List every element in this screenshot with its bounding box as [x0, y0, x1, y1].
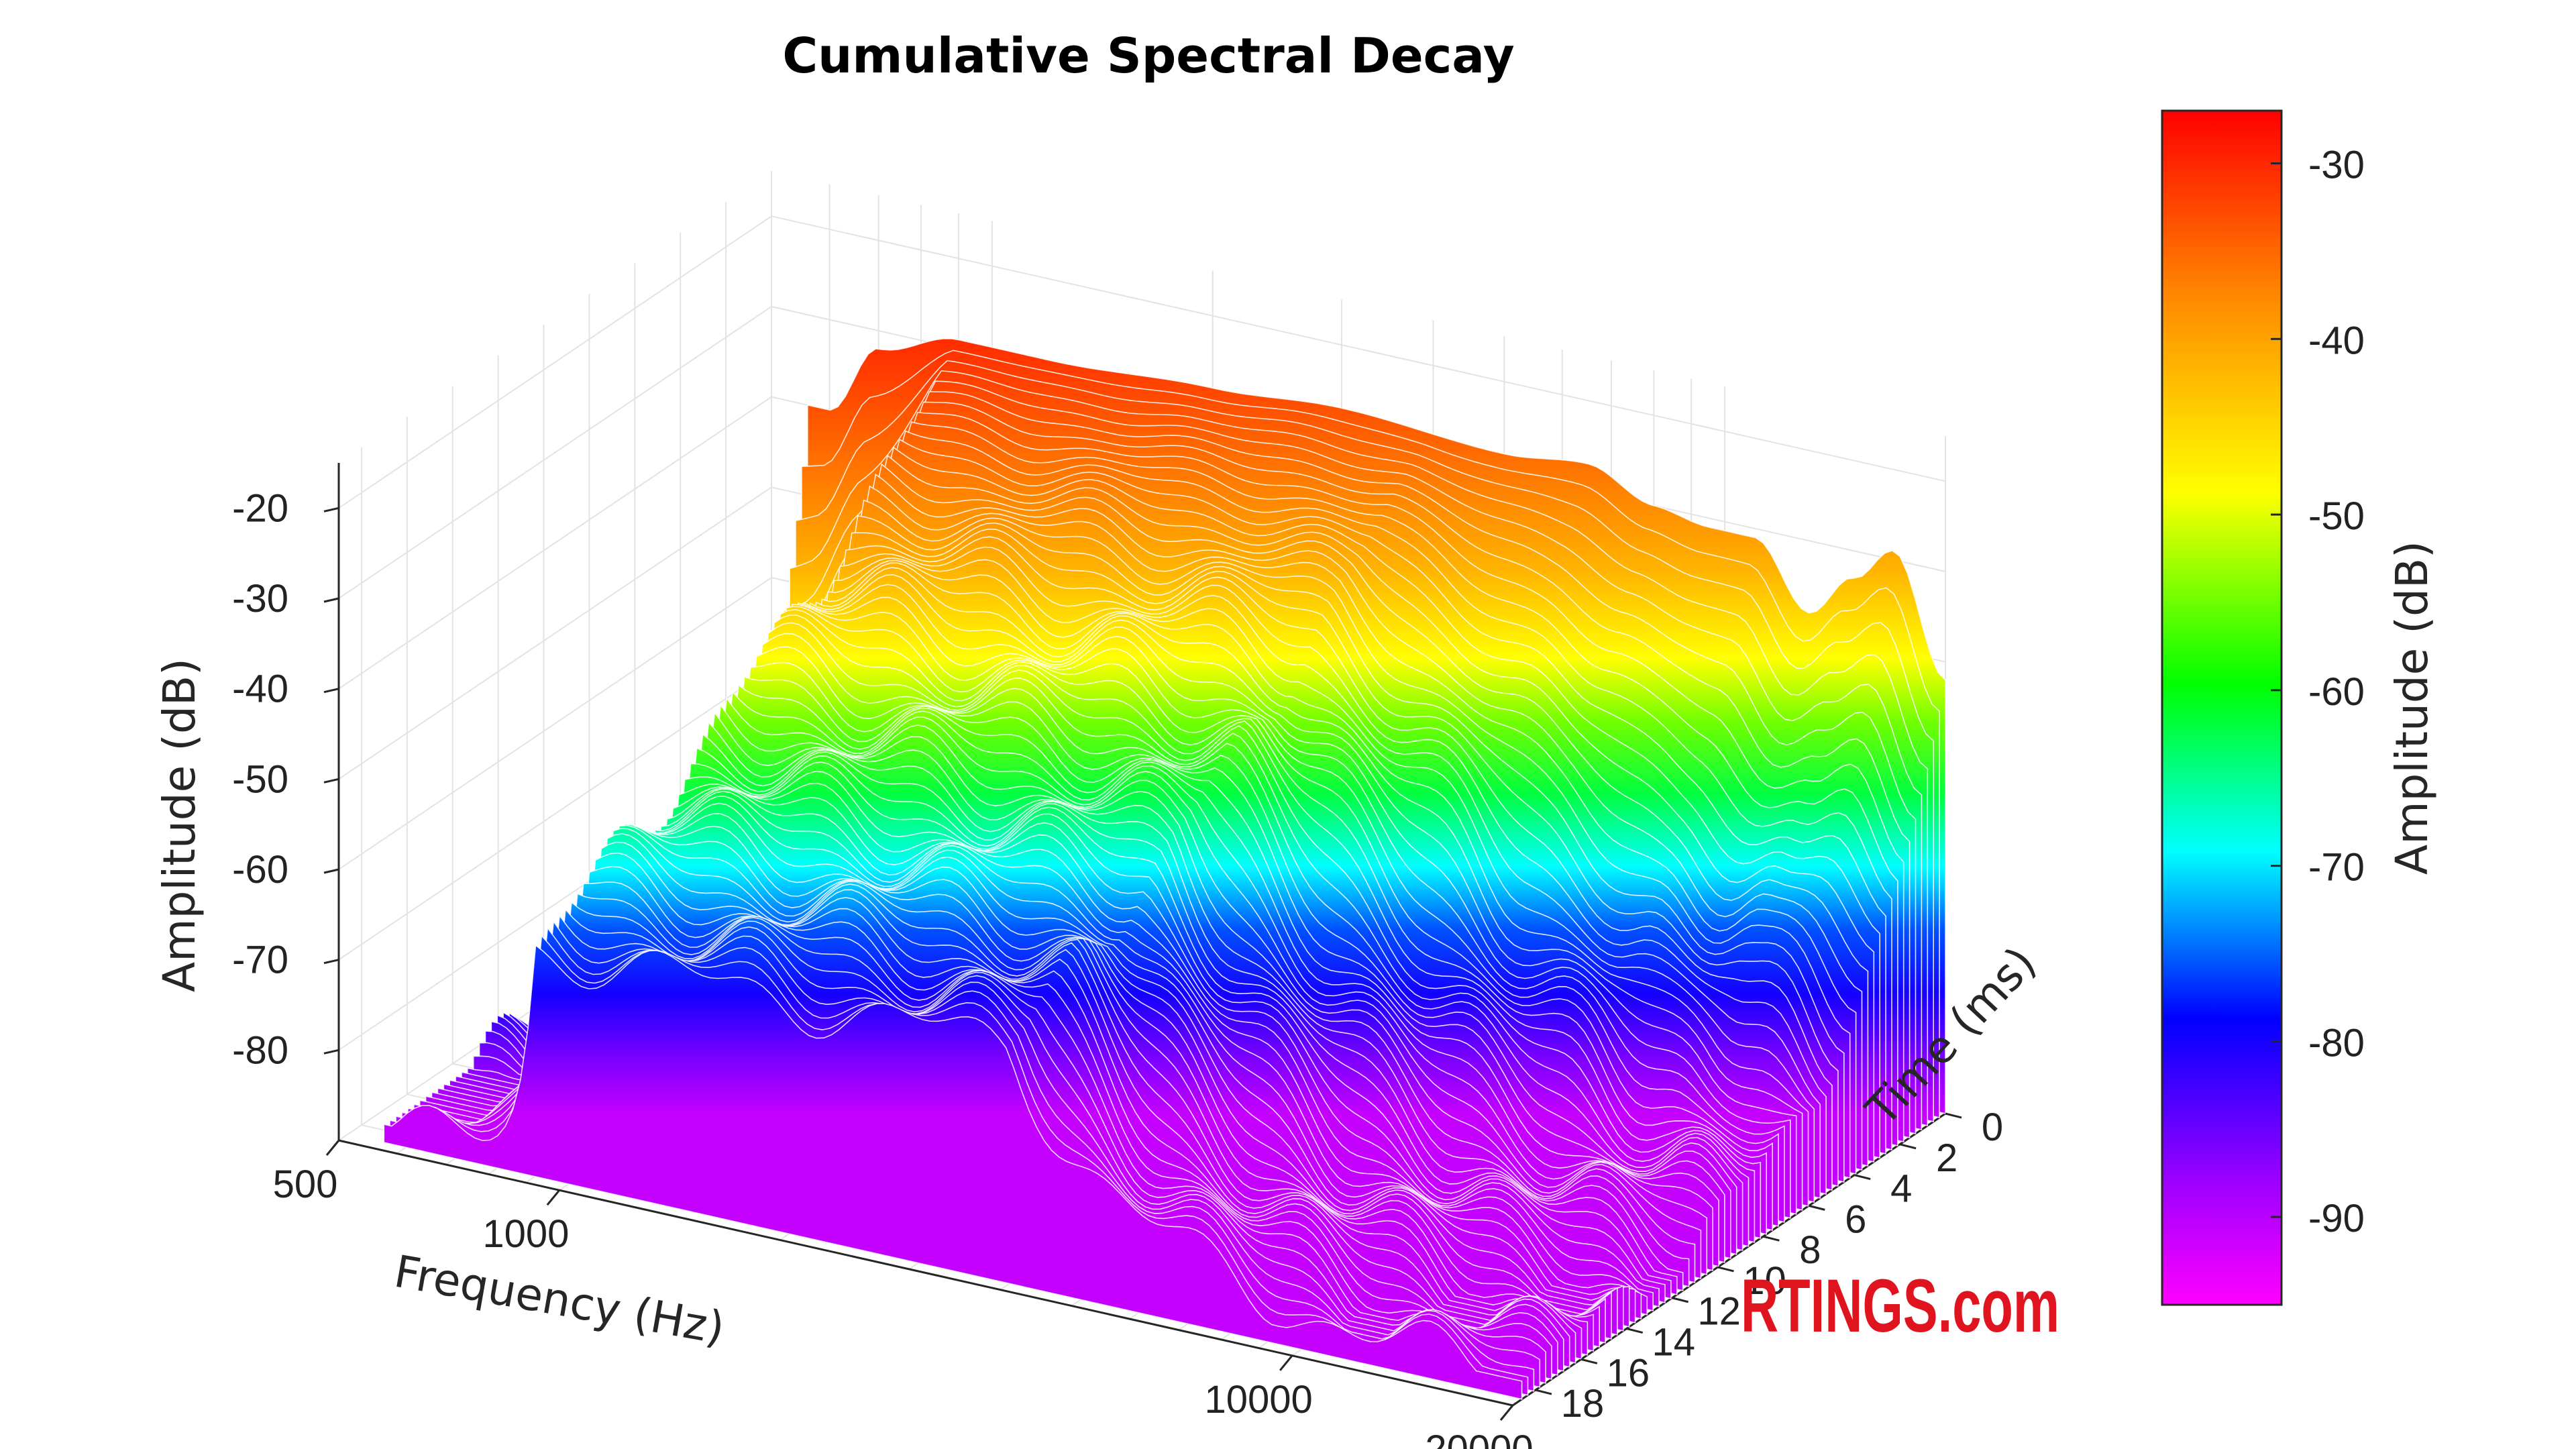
colorbar-tick-label: -50: [2308, 494, 2365, 538]
y-tick-label: 12: [1697, 1290, 1741, 1334]
colorbar-tick-label: -70: [2308, 846, 2365, 890]
z-tick-label: -60: [232, 848, 288, 892]
y-tick-label: 4: [1890, 1167, 1912, 1211]
rtings-logo: RTINGS.com: [1741, 1264, 2059, 1348]
y-tick-label: 10: [1743, 1259, 1786, 1303]
z-tick-mark: [323, 777, 339, 784]
x-tick-mark: [325, 1140, 340, 1156]
x-tick-mark: [546, 1189, 560, 1206]
y-tick-mark: [1535, 1389, 1552, 1395]
z-tick-mark: [323, 688, 339, 694]
z-tick-mark: [323, 1049, 339, 1055]
z-axis-label: Amplitude (dB): [154, 658, 205, 992]
colorbar-tick-label: -30: [2308, 144, 2365, 187]
colorbar-tick-label: -40: [2308, 319, 2365, 362]
z-tick-mark: [323, 506, 339, 513]
y-tick-label: 14: [1652, 1321, 1695, 1364]
decay-slice: [383, 944, 1523, 1400]
z-tick-mark: [323, 959, 339, 965]
z-tick-label: -50: [232, 757, 288, 801]
y-tick-label: 0: [1982, 1106, 2003, 1149]
y-tick-mark: [1626, 1328, 1644, 1334]
z-tick-label: -20: [232, 486, 288, 530]
y-tick-mark: [1854, 1174, 1871, 1181]
decay-surface: [383, 337, 1946, 1400]
x-tick-mark: [1279, 1354, 1293, 1371]
x-tick-label: 500: [273, 1163, 338, 1206]
y-tick-label: 16: [1607, 1351, 1650, 1395]
y-tick-label: 6: [1845, 1197, 1866, 1241]
colorbar-tick-label: -60: [2308, 670, 2365, 714]
y-tick-mark: [1580, 1358, 1598, 1364]
x-tick-label: 20000: [1425, 1428, 1533, 1449]
y-tick-mark: [1763, 1235, 1780, 1242]
chart-title: Cumulative Spectral Decay: [782, 28, 1514, 84]
z-tick-label: -80: [232, 1028, 288, 1072]
y-tick-mark: [1717, 1266, 1734, 1273]
x-axis-label: Frequency (Hz): [390, 1246, 729, 1354]
y-tick-mark: [1899, 1143, 1917, 1150]
z-tick-label: -40: [232, 667, 288, 711]
y-tick-label: 8: [1799, 1228, 1821, 1272]
x-tick-mark: [1499, 1405, 1514, 1421]
colorbar-ticks: -30 -40 -50 -60 -70 -80 -90: [2271, 144, 2365, 1240]
colorbar-label: Amplitude (dB): [2386, 541, 2438, 875]
z-tick-mark: [323, 868, 339, 874]
colorbar: -30 -40 -50 -60 -70 -80 -90 Amplitude (dB): [2161, 109, 2438, 1306]
y-tick-label: 2: [1936, 1136, 1957, 1180]
colorbar-ramp: [2161, 109, 2283, 1306]
x-tick-label: 1000: [482, 1212, 569, 1256]
z-tick-label: -30: [232, 577, 288, 621]
x-tick-label: 10000: [1205, 1378, 1313, 1421]
z-tick-label: -70: [232, 938, 288, 982]
colorbar-tick-label: -80: [2308, 1021, 2365, 1065]
y-tick-mark: [1808, 1204, 1825, 1211]
y-tick-mark: [1945, 1112, 1962, 1119]
y-tick-mark: [1672, 1297, 1688, 1303]
colorbar-tick-label: -90: [2308, 1197, 2365, 1240]
z-tick-mark: [323, 597, 339, 603]
frequency-axis-line: [338, 1139, 1513, 1407]
y-tick-label: 18: [1561, 1382, 1605, 1426]
